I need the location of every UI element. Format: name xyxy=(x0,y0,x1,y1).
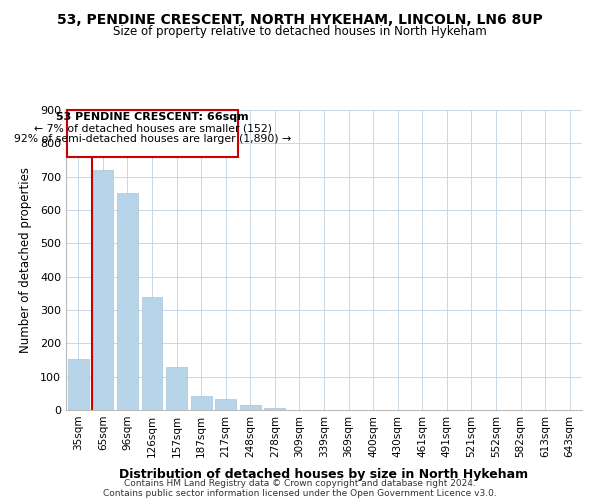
Text: Contains HM Land Registry data © Crown copyright and database right 2024.: Contains HM Land Registry data © Crown c… xyxy=(124,478,476,488)
Bar xyxy=(191,396,212,410)
Text: ← 7% of detached houses are smaller (152): ← 7% of detached houses are smaller (152… xyxy=(34,124,272,134)
Bar xyxy=(142,296,163,410)
Bar xyxy=(265,408,286,410)
Bar xyxy=(215,400,236,410)
Y-axis label: Number of detached properties: Number of detached properties xyxy=(19,167,32,353)
Text: 53, PENDINE CRESCENT, NORTH HYKEHAM, LINCOLN, LN6 8UP: 53, PENDINE CRESCENT, NORTH HYKEHAM, LIN… xyxy=(57,12,543,26)
Text: Size of property relative to detached houses in North Hykeham: Size of property relative to detached ho… xyxy=(113,25,487,38)
Text: 53 PENDINE CRESCENT: 66sqm: 53 PENDINE CRESCENT: 66sqm xyxy=(56,112,249,122)
X-axis label: Distribution of detached houses by size in North Hykeham: Distribution of detached houses by size … xyxy=(119,468,529,481)
Text: Contains public sector information licensed under the Open Government Licence v3: Contains public sector information licen… xyxy=(103,488,497,498)
Text: 92% of semi-detached houses are larger (1,890) →: 92% of semi-detached houses are larger (… xyxy=(14,134,291,144)
Bar xyxy=(240,405,261,410)
Bar xyxy=(117,192,138,410)
Bar xyxy=(68,360,89,410)
Bar xyxy=(166,366,187,410)
Bar xyxy=(92,170,113,410)
FancyBboxPatch shape xyxy=(67,110,238,156)
